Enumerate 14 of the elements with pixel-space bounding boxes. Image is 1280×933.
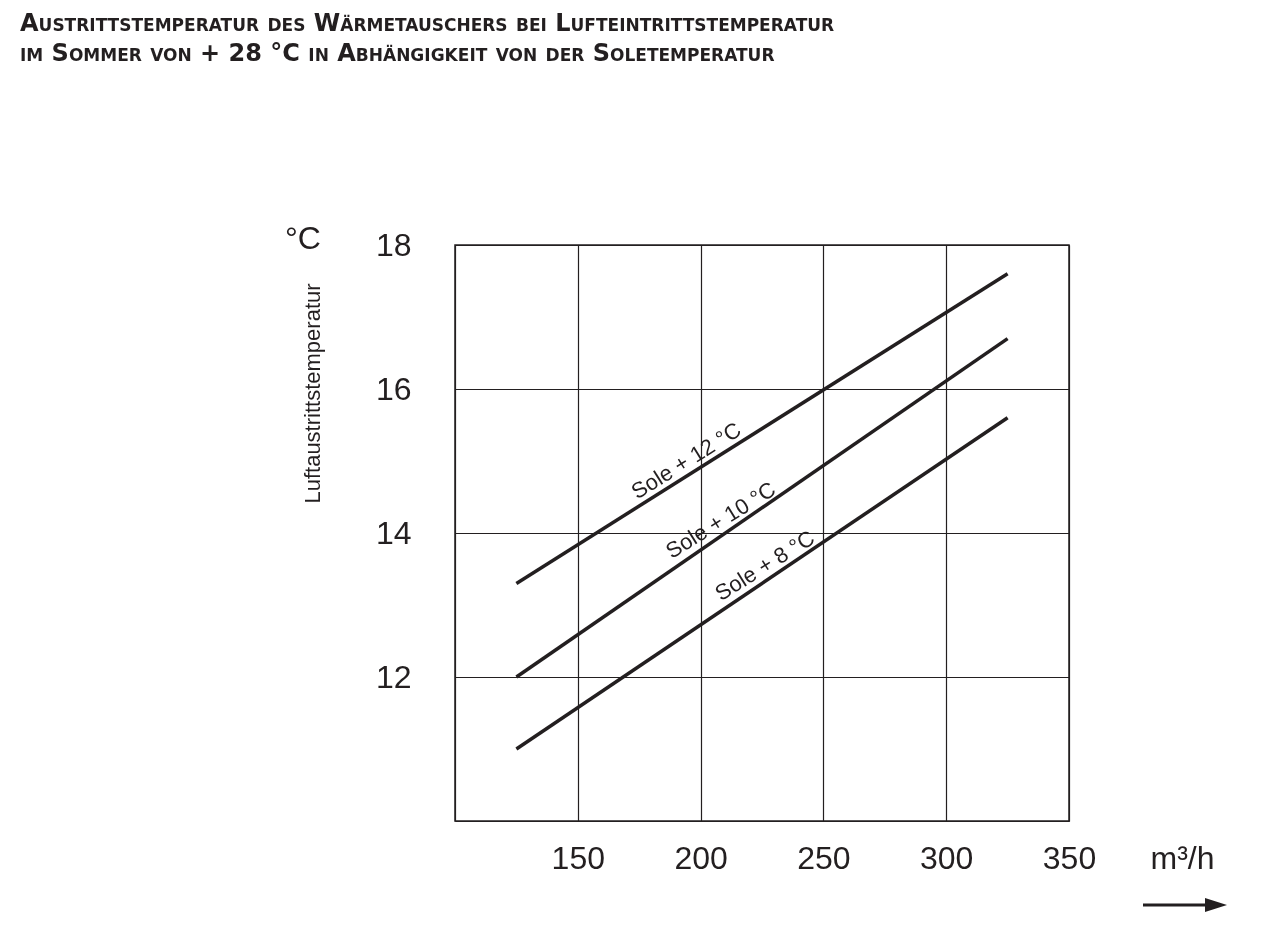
x-tick-label: 350 — [1042, 839, 1097, 876]
y-tick-label: 18 — [375, 226, 412, 263]
chart-title: Austrittstemperatur des Wärmetauschers bei Lufteintrittstemperatur — [20, 8, 835, 38]
x-tick-label: 300 — [920, 839, 974, 876]
y-tick-label: 12 — [375, 658, 412, 695]
text: °C — [285, 220, 321, 257]
x-tick-label: 200 — [674, 839, 728, 876]
y-tick-label: 14 — [375, 514, 412, 551]
y-tick-label: 16 — [375, 370, 412, 407]
x-tick-label: 250 — [797, 839, 851, 876]
chart-subtitle: im Sommer von + 28 °C in Abhängigkeit von der Soletemperatur — [20, 38, 776, 68]
x-axis-title: m³/h — [1150, 839, 1215, 876]
x-tick-label: 150 — [551, 839, 605, 876]
y-axis-title: Luftaustrittstemperatur — [299, 283, 325, 504]
